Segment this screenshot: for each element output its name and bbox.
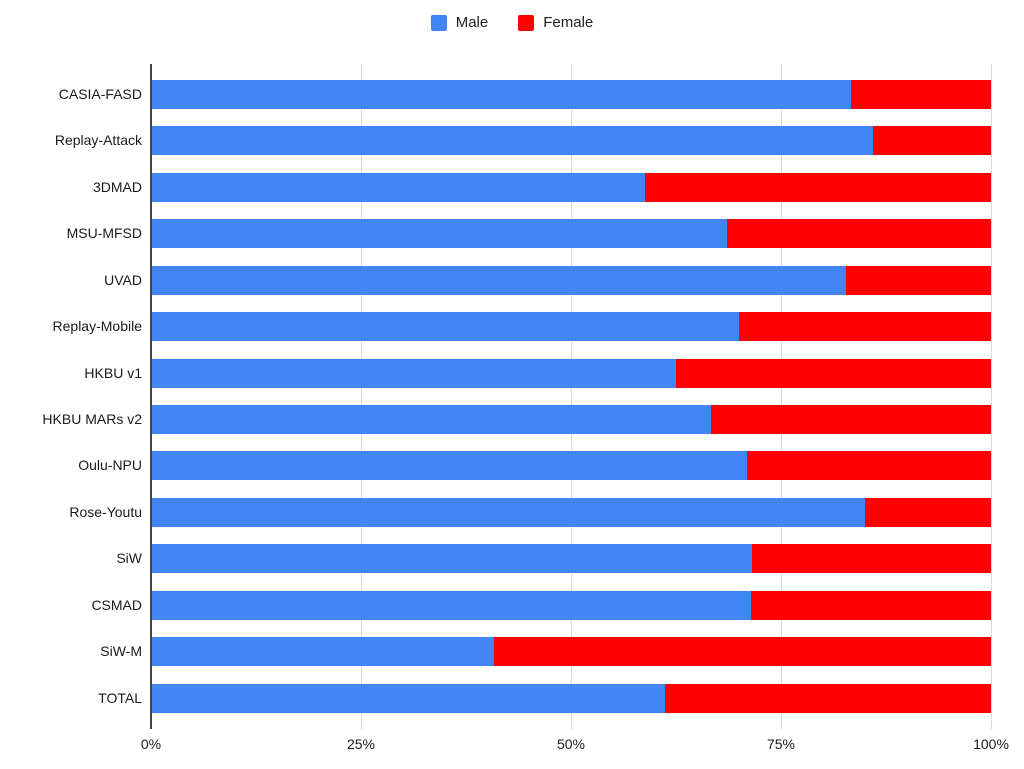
category-label: HKBU MARs v2 xyxy=(42,411,142,427)
category-label: 3DMAD xyxy=(92,178,142,195)
plot-area: 0% 25% 50% 75% 100% CASIA-FASD Replay-Attack 3D… xyxy=(42,64,1009,752)
bar-row: MSU-MFSD xyxy=(67,203,991,249)
legend-label-male: Male xyxy=(455,14,489,31)
category-label: CASIA-FASD xyxy=(58,86,142,102)
male-bar-segment xyxy=(151,80,851,109)
female-bar-segment xyxy=(644,172,991,202)
female-bar-segment xyxy=(873,126,991,156)
category-label: Oulu-NPU xyxy=(78,457,142,474)
bar-row: CASIA-FASD xyxy=(59,64,991,110)
female-bar-segment xyxy=(751,544,991,574)
female-bar-segment xyxy=(739,312,991,342)
gridline xyxy=(571,64,572,714)
x-axis-tick-label: 50% xyxy=(556,736,586,752)
axis-tick xyxy=(781,714,782,729)
bar-row: SiW-M xyxy=(100,621,991,667)
legend-item-male: Male xyxy=(430,14,489,31)
bar-row: Replay-Attack xyxy=(55,110,991,156)
female-bar-segment xyxy=(850,80,991,109)
gridline xyxy=(781,64,782,714)
female-bar-segment xyxy=(711,405,991,434)
chart-legend: Male Female xyxy=(0,14,1024,31)
gridline xyxy=(991,64,992,714)
legend-label-female: Female xyxy=(543,14,594,31)
male-bar-segment xyxy=(151,126,874,156)
category-label: Rose-Youtu xyxy=(69,503,142,520)
female-bar-segment xyxy=(746,451,991,481)
gridline xyxy=(361,64,362,714)
category-label: SiW-M xyxy=(100,643,142,660)
female-bar-segment xyxy=(865,497,991,527)
bar-row: HKBU MARs v2 xyxy=(42,389,991,435)
male-bar-segment xyxy=(151,219,728,249)
x-axis-tick-label: 25% xyxy=(346,736,376,752)
axis-tick xyxy=(571,714,572,729)
bar-row: CSMAD xyxy=(91,575,991,621)
male-bar-segment xyxy=(151,683,666,713)
bar-row: Replay-Mobile xyxy=(53,296,991,342)
category-label: MSU-MFSD xyxy=(66,225,142,242)
x-axis-tick-label: 0% xyxy=(140,736,162,752)
category-label: Replay-Attack xyxy=(54,132,142,149)
category-label: TOTAL xyxy=(98,689,142,706)
bar-row: Oulu-NPU xyxy=(78,435,991,481)
y-axis-line xyxy=(150,64,152,729)
bar-row: 3DMAD xyxy=(93,157,991,203)
female-swatch-icon xyxy=(518,14,535,31)
male-bar-segment xyxy=(151,590,751,620)
female-bar-segment xyxy=(750,590,991,620)
category-label: CSMAD xyxy=(91,596,142,613)
male-bar-segment xyxy=(151,451,747,481)
male-bar-segment xyxy=(151,497,865,527)
male-bar-segment xyxy=(151,265,846,295)
bar-row: HKBU v1 xyxy=(84,343,991,389)
legend-item-female: Female xyxy=(518,14,593,31)
axis-tick xyxy=(991,714,992,729)
bar-row: SiW xyxy=(116,528,991,574)
axis-tick xyxy=(361,714,362,729)
female-bar-segment xyxy=(493,637,991,667)
x-axis-tick-label: 100% xyxy=(973,736,1009,752)
bar-row: Rose-Youtu xyxy=(69,482,991,528)
male-bar-segment xyxy=(151,637,494,667)
female-bar-segment xyxy=(665,683,991,713)
male-bar-segment xyxy=(151,172,645,202)
bar-row: TOTAL xyxy=(98,668,991,714)
female-bar-segment xyxy=(727,219,991,249)
male-bar-segment xyxy=(151,358,676,388)
male-bar-segment xyxy=(151,312,739,342)
category-label: HKBU v1 xyxy=(84,364,142,381)
female-bar-segment xyxy=(845,265,991,295)
bar-row: UVAD xyxy=(104,250,991,296)
category-label: SiW xyxy=(116,550,142,567)
male-bar-segment xyxy=(151,405,712,434)
male-swatch-icon xyxy=(430,14,447,31)
female-bar-segment xyxy=(676,358,991,388)
category-label: Replay-Mobile xyxy=(52,318,142,335)
male-bar-segment xyxy=(151,544,752,574)
category-label: UVAD xyxy=(104,271,142,288)
x-axis-tick-label: 75% xyxy=(766,736,796,752)
